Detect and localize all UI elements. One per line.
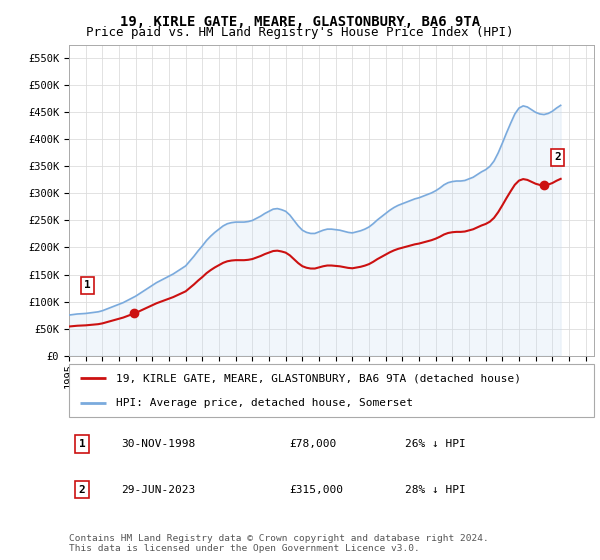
Text: 28% ↓ HPI: 28% ↓ HPI <box>405 485 466 495</box>
Text: 1: 1 <box>84 281 91 290</box>
Text: 19, KIRLE GATE, MEARE, GLASTONBURY, BA6 9TA: 19, KIRLE GATE, MEARE, GLASTONBURY, BA6 … <box>120 15 480 29</box>
Text: 19, KIRLE GATE, MEARE, GLASTONBURY, BA6 9TA (detached house): 19, KIRLE GATE, MEARE, GLASTONBURY, BA6 … <box>116 374 521 384</box>
Text: £78,000: £78,000 <box>290 439 337 449</box>
Text: 1: 1 <box>79 439 86 449</box>
Text: 2: 2 <box>79 485 86 495</box>
Text: Price paid vs. HM Land Registry's House Price Index (HPI): Price paid vs. HM Land Registry's House … <box>86 26 514 39</box>
Text: £315,000: £315,000 <box>290 485 343 495</box>
Text: 30-NOV-1998: 30-NOV-1998 <box>121 439 196 449</box>
Text: HPI: Average price, detached house, Somerset: HPI: Average price, detached house, Some… <box>116 398 413 408</box>
Text: 26% ↓ HPI: 26% ↓ HPI <box>405 439 466 449</box>
Text: 29-JUN-2023: 29-JUN-2023 <box>121 485 196 495</box>
Text: Contains HM Land Registry data © Crown copyright and database right 2024.
This d: Contains HM Land Registry data © Crown c… <box>69 534 489 553</box>
Text: 2: 2 <box>554 152 561 162</box>
